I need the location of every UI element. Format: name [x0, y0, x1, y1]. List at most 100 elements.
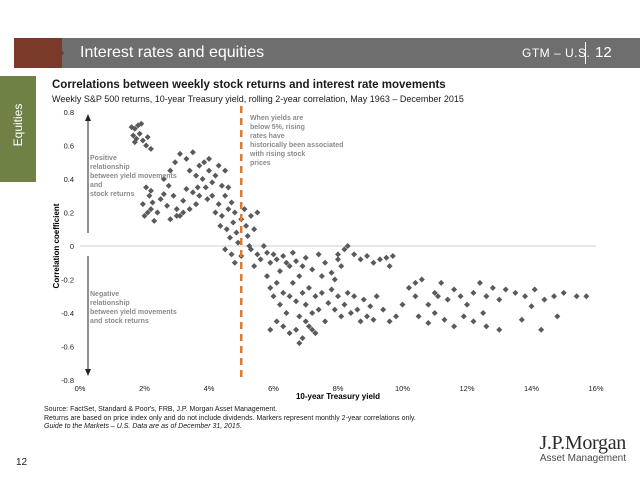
data-point: [131, 125, 138, 132]
data-point: [251, 263, 258, 270]
data-point: [441, 316, 448, 323]
data-point: [204, 196, 211, 203]
data-point: [215, 162, 222, 169]
data-point: [130, 132, 137, 139]
data-point: [147, 206, 154, 213]
data-point: [143, 184, 150, 191]
data-point: [218, 182, 225, 189]
data-point: [233, 229, 240, 236]
data-point: [305, 284, 312, 291]
negative-annotation: Negative relationship between yield moveme…: [90, 291, 177, 325]
data-point: [331, 306, 338, 313]
data-point: [289, 249, 296, 256]
data-point: [302, 301, 309, 308]
data-point: [286, 263, 293, 270]
data-point: [376, 256, 383, 263]
data-point: [286, 293, 293, 300]
data-point: [144, 134, 151, 141]
data-point: [341, 246, 348, 253]
arrow-down-icon: [85, 369, 91, 376]
footnotes: Source: FactSet, Standard & Poor's, FRB,…: [44, 406, 416, 432]
data-point: [383, 254, 390, 261]
data-point: [273, 318, 280, 325]
data-point: [228, 251, 235, 258]
data-point: [502, 286, 509, 293]
section-tab[interactable]: [0, 76, 36, 182]
data-point: [193, 172, 200, 179]
data-points: [128, 120, 590, 347]
data-point: [283, 310, 290, 316]
data-point: [186, 167, 193, 174]
data-point: [512, 289, 519, 296]
data-point: [309, 310, 316, 316]
logo-sub-text: Asset Management: [539, 453, 626, 464]
y-tick-label: -0.4: [61, 309, 74, 318]
data-point: [554, 313, 561, 320]
y-tick-label: 0.4: [64, 175, 74, 184]
y-tick-label: 0.2: [64, 209, 74, 218]
data-point: [470, 318, 477, 325]
source-note: Source: FactSet, Standard & Poor's, FRB,…: [44, 406, 278, 413]
guide-label: GTM – U.S.: [522, 46, 591, 60]
data-point: [528, 303, 535, 310]
guide-note: Guide to the Markets – U.S. Data are as …: [44, 423, 242, 431]
data-point: [223, 226, 230, 233]
data-point: [172, 159, 179, 166]
data-point: [293, 298, 300, 305]
data-point: [222, 167, 229, 174]
data-point: [247, 246, 254, 253]
data-point: [157, 196, 164, 203]
data-point: [139, 201, 146, 208]
page-title: Interest rates and equities: [80, 44, 265, 61]
data-point: [322, 318, 329, 325]
x-tick-label: 16%: [588, 384, 603, 393]
data-point: [412, 279, 419, 286]
data-point: [273, 279, 280, 286]
y-tick-labels: 0.8 0.6 0.4 0.2 0 -0.2 -0.4 -0.6 -0.8: [61, 108, 74, 385]
axes-layer: [80, 114, 596, 376]
data-point: [338, 263, 345, 270]
data-point: [483, 293, 490, 300]
data-point: [254, 209, 261, 216]
data-point: [167, 216, 174, 223]
y-tick-label: 0: [70, 242, 74, 251]
data-point: [418, 276, 425, 283]
data-point: [241, 206, 248, 213]
header-page-number: 12: [595, 44, 612, 61]
data-point: [293, 258, 300, 265]
data-point: [143, 142, 150, 149]
data-point: [196, 162, 203, 169]
data-point: [189, 189, 196, 196]
data-point: [228, 199, 235, 206]
data-point: [273, 256, 280, 263]
data-point: [489, 284, 496, 291]
data-point: [457, 293, 464, 300]
x-tick-label: 6%: [268, 384, 279, 393]
x-tick-label: 10%: [395, 384, 410, 393]
data-point: [538, 326, 545, 333]
data-point: [541, 296, 548, 303]
data-point: [176, 212, 183, 219]
data-point: [131, 139, 138, 146]
data-point: [347, 310, 354, 316]
data-point: [296, 340, 303, 347]
data-point: [425, 320, 432, 327]
data-point: [276, 268, 283, 275]
data-point: [222, 192, 229, 199]
data-point: [183, 186, 190, 193]
data-point: [305, 323, 312, 330]
data-point: [225, 206, 232, 213]
y-axis-label: Correlation coefficient: [52, 203, 61, 288]
header-bar: [14, 38, 640, 68]
positive-annotation: Positive relationship between yield moveme…: [90, 155, 177, 198]
data-point: [309, 326, 316, 333]
data-point: [173, 212, 180, 219]
data-point: [431, 310, 438, 316]
data-point: [328, 269, 335, 276]
data-point: [364, 313, 371, 320]
data-point: [270, 293, 277, 300]
data-point: [244, 232, 251, 239]
data-point: [146, 192, 153, 199]
returns-note: Returns are based on price index only an…: [44, 414, 416, 422]
data-point: [299, 289, 306, 296]
